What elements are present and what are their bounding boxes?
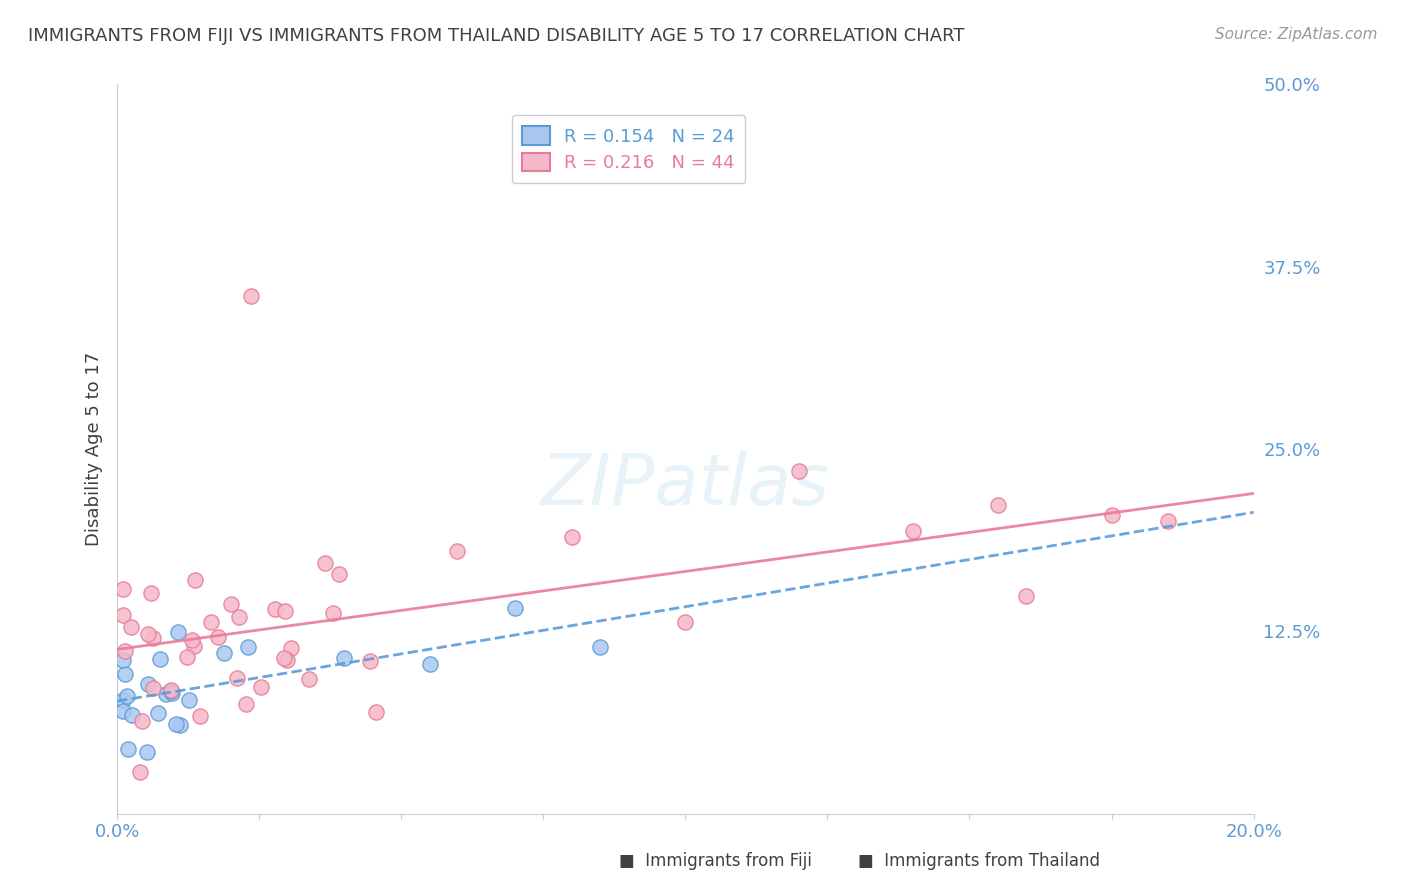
Point xyxy=(503,601,526,615)
Point xyxy=(446,543,468,558)
Point xyxy=(235,697,257,711)
Point xyxy=(1101,508,1123,522)
Text: IMMIGRANTS FROM FIJI VS IMMIGRANTS FROM THAILAND DISABILITY AGE 5 TO 17 CORRELAT: IMMIGRANTS FROM FIJI VS IMMIGRANTS FROM … xyxy=(28,27,965,45)
Point xyxy=(1157,514,1180,528)
Point xyxy=(219,597,242,611)
Point xyxy=(111,704,134,718)
Point xyxy=(183,640,205,654)
Point xyxy=(1015,589,1038,603)
Point xyxy=(236,640,259,655)
Point xyxy=(114,644,136,658)
Point xyxy=(901,524,924,538)
Point xyxy=(111,653,134,667)
Point xyxy=(200,615,222,630)
Y-axis label: Disability Age 5 to 17: Disability Age 5 to 17 xyxy=(86,351,103,546)
Point xyxy=(121,707,143,722)
Point xyxy=(111,582,134,596)
Text: ■  Immigrants from Thailand: ■ Immigrants from Thailand xyxy=(858,852,1099,870)
Point xyxy=(225,671,247,685)
Point xyxy=(169,717,191,731)
Point xyxy=(280,640,302,655)
Point xyxy=(142,681,165,696)
Point xyxy=(131,714,153,729)
Point xyxy=(136,677,159,691)
Point xyxy=(273,651,295,665)
Point xyxy=(264,602,287,616)
Point xyxy=(155,687,177,701)
Point xyxy=(167,625,190,640)
Point xyxy=(136,626,159,640)
Point xyxy=(359,654,381,668)
Point xyxy=(111,608,134,623)
Point xyxy=(184,574,207,588)
Point xyxy=(160,683,183,698)
Point xyxy=(117,741,139,756)
Point xyxy=(419,657,441,671)
Point xyxy=(111,693,134,707)
Point xyxy=(135,745,157,759)
Point xyxy=(146,706,169,720)
Point xyxy=(228,610,250,624)
Point xyxy=(128,765,150,780)
Point xyxy=(250,680,273,694)
Text: Source: ZipAtlas.com: Source: ZipAtlas.com xyxy=(1215,27,1378,42)
Point xyxy=(159,684,181,698)
Point xyxy=(188,709,211,723)
Text: ■  Immigrants from Fiji: ■ Immigrants from Fiji xyxy=(619,852,811,870)
Point xyxy=(176,649,198,664)
Point xyxy=(333,651,356,665)
Point xyxy=(114,667,136,681)
Point xyxy=(314,557,336,571)
Point xyxy=(328,566,350,581)
Point xyxy=(165,716,187,731)
Point xyxy=(115,690,138,704)
Point xyxy=(274,604,297,618)
Point xyxy=(142,631,165,645)
Point xyxy=(139,586,162,600)
Legend: R = 0.154   N = 24, R = 0.216   N = 44: R = 0.154 N = 24, R = 0.216 N = 44 xyxy=(512,115,745,183)
Point xyxy=(149,652,172,666)
Point xyxy=(239,289,262,303)
Point xyxy=(787,464,810,478)
Text: ZIPatlas: ZIPatlas xyxy=(541,451,830,520)
Point xyxy=(120,620,142,634)
Point xyxy=(589,640,612,654)
Point xyxy=(322,606,344,620)
Point xyxy=(177,693,200,707)
Point xyxy=(987,498,1010,512)
Point xyxy=(212,647,235,661)
Point xyxy=(673,615,696,629)
Point xyxy=(298,672,321,686)
Point xyxy=(561,530,583,544)
Point xyxy=(180,632,202,647)
Point xyxy=(276,653,298,667)
Point xyxy=(366,705,388,719)
Point xyxy=(207,631,229,645)
Point xyxy=(160,685,183,699)
